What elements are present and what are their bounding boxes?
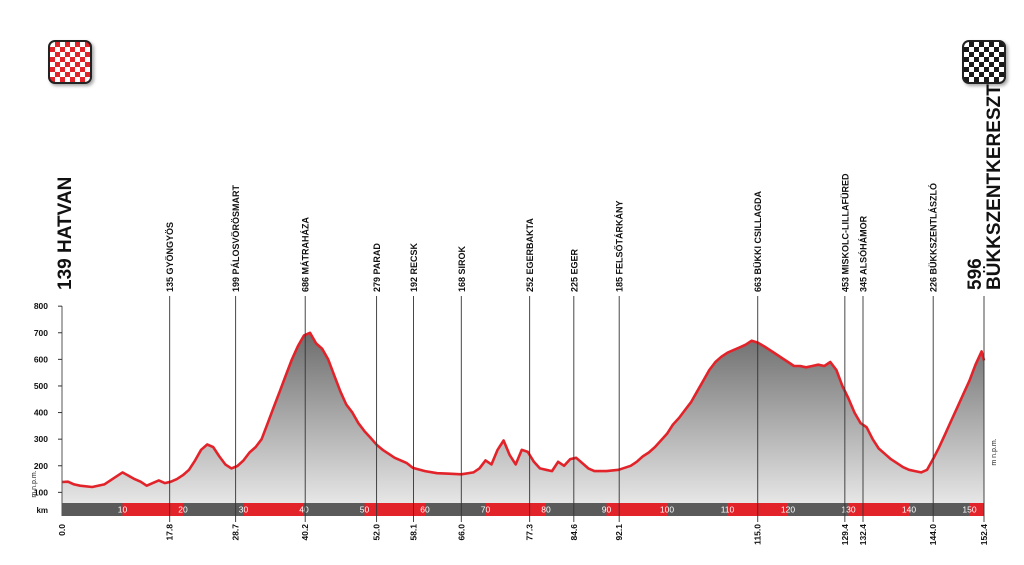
waypoint-km-label: 132.4 (858, 524, 868, 546)
y-tick-label: 500 (34, 381, 48, 391)
waypoint-km-label: 115.0 (753, 524, 763, 545)
distance-band-label: 20 (178, 505, 188, 515)
distance-band-label: 60 (420, 505, 430, 515)
y-tick-label: 700 (34, 328, 48, 338)
waypoint-km-label: 92.1 (614, 524, 624, 541)
distance-band-segment (666, 503, 728, 516)
waypoint-label: 252 EGERBAKTA (525, 218, 535, 292)
distance-band-label: 120 (781, 505, 795, 515)
waypoint-km-label: 58.1 (409, 524, 419, 541)
y-axis-label-right: m n.p.m. (991, 438, 998, 465)
start-km-label: 0.0 (57, 524, 67, 536)
start-label: 139 HATVAN (55, 177, 76, 290)
finish-km-label: 152.4 (979, 524, 989, 546)
waypoint-km-label: 28.7 (231, 524, 241, 541)
waypoint-km-label: 17.8 (165, 524, 175, 541)
distance-band-segment (969, 503, 984, 516)
distance-band-segment (485, 503, 546, 516)
distance-band-label: 80 (541, 505, 551, 515)
waypoint-label: 225 EGER (569, 248, 579, 292)
waypoint-km-label: 40.2 (300, 524, 310, 541)
distance-band-label: 140 (902, 505, 916, 515)
waypoint-label: 453 MISKOLC-LILLAFÜRED (840, 173, 850, 292)
y-axis-label: m n.p.m. (31, 470, 38, 497)
axes: 100 200 300 400 500 600 700 800 m n.p.m. m n.p.m.… (31, 301, 998, 516)
waypoint-label: 279 PARAD (372, 243, 382, 292)
waypoint-km-label: 129.4 (840, 524, 850, 546)
distance-band-segment (606, 503, 667, 516)
distance-band-segment (787, 503, 849, 516)
distance-band-segment (908, 503, 970, 516)
distance-band-label: 50 (360, 505, 370, 515)
elevation-line (61, 331, 986, 489)
waypoint-km-label: 52.0 (372, 524, 382, 541)
y-tick-label: 800 (34, 301, 48, 311)
distance-band-label: 40 (299, 505, 309, 515)
y-tick-label: 300 (34, 434, 48, 444)
y-tick-label: 200 (34, 461, 48, 471)
finish-label-elevation: 596 (965, 258, 986, 290)
distance-band-label: 10 (118, 505, 128, 515)
waypoint-label: 345 ALSÓHÁMOR (858, 215, 869, 292)
y-tick-label: 400 (34, 408, 48, 418)
distance-band-label: 110 (721, 505, 735, 515)
waypoint-label: 663 BÜKKI CSILLAGDA (753, 190, 763, 292)
distance-band-label: 100 (660, 505, 674, 515)
distance-band-segment (122, 503, 183, 516)
waypoint-label: 686 MÁTRAHÁZA (301, 216, 311, 292)
distance-band-segment (303, 503, 365, 516)
distance-band-segment (62, 503, 123, 516)
waypoint-label: 168 SIROK (457, 245, 467, 292)
waypoint-label: 192 RECSK (409, 242, 419, 292)
x-axis-label: km (36, 506, 48, 515)
distance-band-segment (182, 503, 244, 516)
waypoint-km-label: 66.0 (456, 524, 466, 541)
elevation-fill (62, 332, 984, 503)
finish-flag-icon (962, 40, 1006, 84)
waypoint-km-label: 84.6 (569, 524, 579, 541)
distance-band-label: 150 (962, 505, 976, 515)
distance-band-label: 70 (481, 505, 491, 515)
distance-band-label: 90 (602, 505, 612, 515)
distance-band-segment (424, 503, 486, 516)
distance-band-segment (243, 503, 304, 516)
distance-band-segment (848, 503, 909, 516)
waypoint-label: 226 BÜKKSZENTLÁSZLÓ (928, 183, 939, 292)
distance-band-label: 30 (239, 505, 249, 515)
waypoint-km-label: 144.0 (928, 524, 938, 546)
waypoint-label: 185 FELSŐTÁRKÁNY (614, 200, 625, 292)
distance-band-label: 130 (841, 505, 855, 515)
distance-band-segment (545, 503, 607, 516)
y-tick-label: 100 (34, 487, 48, 497)
distance-band-segment (364, 503, 425, 516)
distance-band: 10 20 30 40 50 60 70 80 90 100 110 120 130 140 150 (62, 503, 984, 516)
y-tick-label: 600 (34, 354, 48, 364)
waypoint-label: 135 GYÖNGYÖS (165, 222, 175, 292)
elevation-area (61, 331, 986, 503)
waypoint-label: 199 PÁLOSVÖRÖSMART (231, 184, 241, 292)
finish-label-name: BÜKKSZENTKERESZT (984, 84, 1005, 290)
start-flag-icon (48, 40, 92, 84)
waypoint-labels: 135 GYÖNGYÖS 17.8 199 PÁLOSVÖRÖSMART 28.7 68… (55, 84, 1005, 546)
waypoint-km-label: 77.3 (525, 524, 535, 541)
waypoint-leader-lines (169, 296, 985, 522)
